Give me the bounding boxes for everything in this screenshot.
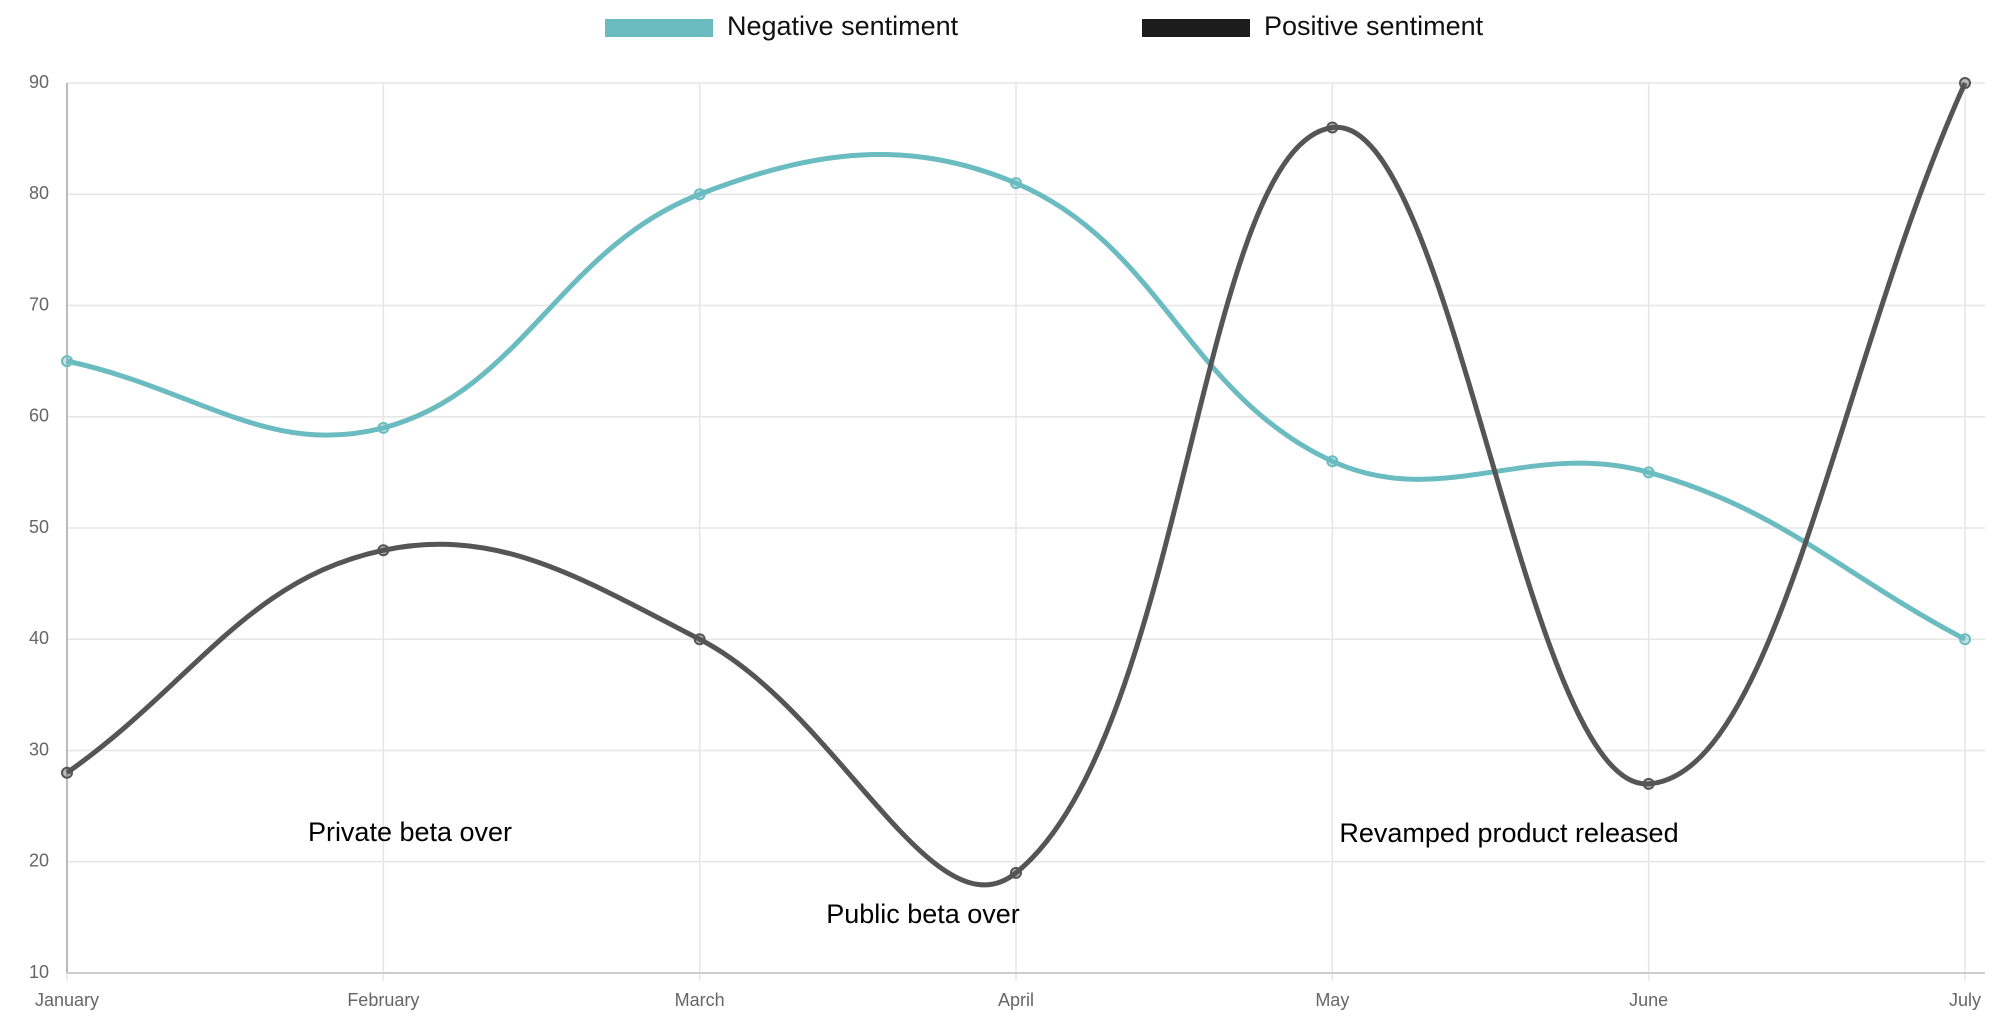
data-point: [1959, 77, 1971, 89]
data-point: [377, 544, 390, 557]
annotation: Revamped product released: [1339, 818, 1678, 848]
x-tick-label: April: [998, 990, 1034, 1010]
legend-label: Negative sentiment: [727, 11, 959, 41]
y-tick-label: 40: [29, 628, 49, 648]
data-point: [1010, 177, 1022, 190]
legend-swatch: [1142, 19, 1250, 37]
data-point: [377, 421, 390, 434]
data-point: [1642, 466, 1655, 479]
y-tick-label: 20: [29, 851, 49, 871]
data-point: [693, 633, 706, 646]
data-point: [1010, 866, 1022, 879]
series-line: [65, 81, 1968, 888]
annotation: Public beta over: [826, 899, 1020, 929]
legend-swatch: [605, 19, 713, 37]
y-tick-label: 90: [29, 72, 49, 92]
data-point: [1326, 455, 1339, 468]
x-tick-label: July: [1949, 990, 1981, 1010]
data-point: [61, 355, 73, 368]
data-point: [1642, 777, 1655, 790]
y-tick-label: 80: [29, 183, 49, 203]
data-point: [61, 766, 73, 779]
y-tick-label: 10: [29, 962, 49, 982]
y-tick-label: 70: [29, 294, 49, 314]
y-tick-label: 30: [29, 739, 49, 759]
series-line: [66, 152, 1967, 642]
x-tick-label: June: [1629, 990, 1668, 1010]
x-tick-label: January: [35, 990, 99, 1010]
data-point: [1326, 121, 1339, 134]
legend-label: Positive sentiment: [1264, 11, 1484, 41]
x-tick-label: May: [1315, 990, 1349, 1010]
data-point: [1959, 633, 1971, 646]
y-tick-label: 50: [29, 517, 49, 537]
y-tick-label: 60: [29, 406, 49, 426]
x-tick-label: February: [347, 990, 419, 1010]
data-point: [693, 188, 706, 201]
x-tick-label: March: [675, 990, 725, 1010]
annotation: Private beta over: [308, 817, 512, 847]
